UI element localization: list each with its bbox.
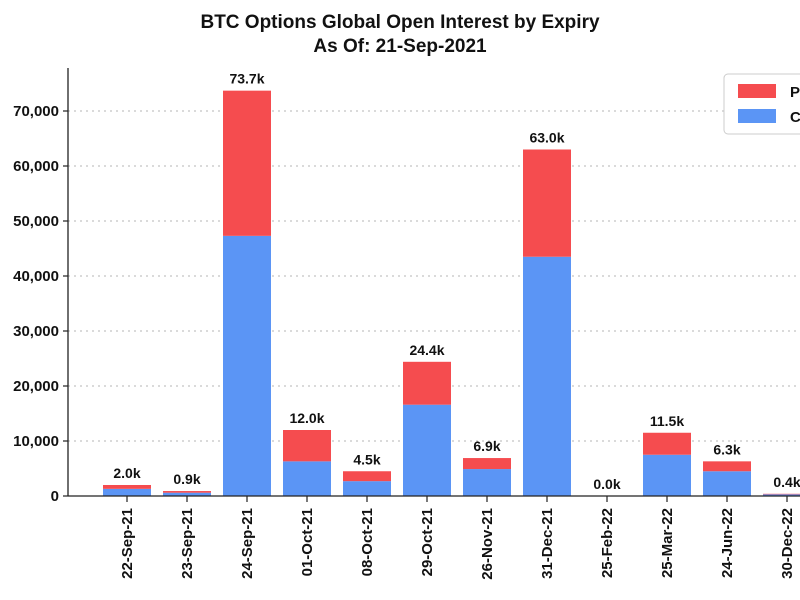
bar-total-label: 11.5k bbox=[650, 413, 684, 429]
bar-puts bbox=[463, 458, 511, 470]
bar-calls bbox=[343, 481, 391, 496]
bar-puts bbox=[403, 361, 451, 405]
bar-calls bbox=[703, 471, 751, 496]
bar-total-label: 0.9k bbox=[173, 471, 200, 487]
bar-total-label: 73.7k bbox=[229, 71, 264, 87]
bar-calls bbox=[763, 494, 800, 496]
x-tick-label: 25-Feb-22 bbox=[599, 508, 616, 578]
bar-calls bbox=[103, 488, 151, 496]
bar-calls bbox=[223, 235, 271, 496]
x-tick-label: 29-Oct-21 bbox=[419, 508, 436, 576]
y-tick-label: 70,000 bbox=[13, 103, 59, 120]
legend: P C bbox=[723, 73, 800, 135]
x-tick-label: 25-Mar-22 bbox=[659, 508, 676, 578]
bar-total-label: 63.0k bbox=[529, 130, 564, 146]
bar-calls bbox=[463, 469, 511, 496]
bar-calls bbox=[523, 256, 571, 496]
bar-total-label: 12.0k bbox=[289, 410, 324, 426]
legend-swatch-puts bbox=[738, 84, 776, 98]
bar-puts bbox=[763, 493, 800, 495]
x-tick-label: 24-Jun-22 bbox=[719, 508, 736, 578]
bar-puts bbox=[523, 149, 571, 257]
bar-total-label: 6.9k bbox=[473, 438, 500, 454]
legend-swatch-calls bbox=[738, 109, 776, 123]
bar-puts bbox=[223, 90, 271, 236]
chart-subtitle: As Of: 21-Sep-2021 bbox=[313, 36, 487, 57]
bar-puts bbox=[163, 491, 211, 493]
chart-title: BTC Options Global Open Interest by Expi… bbox=[200, 12, 600, 33]
legend-box bbox=[723, 73, 800, 135]
bar-total-label: 0.4k bbox=[773, 474, 800, 490]
y-tick-label: 40,000 bbox=[13, 268, 59, 285]
x-tick-label: 08-Oct-21 bbox=[359, 508, 376, 576]
bar-puts bbox=[703, 461, 751, 472]
y-tick-label: 50,000 bbox=[13, 213, 59, 230]
bar-puts bbox=[283, 430, 331, 462]
y-tick-label: 0 bbox=[51, 488, 59, 505]
bar-total-label: 2.0k bbox=[113, 465, 140, 481]
bar-puts bbox=[103, 485, 151, 489]
bar-total-label: 24.4k bbox=[409, 342, 444, 358]
bar-calls bbox=[643, 454, 691, 496]
legend-label-puts: P bbox=[790, 84, 800, 101]
x-tick-label: 31-Dec-21 bbox=[539, 508, 556, 579]
bar-total-label: 0.0k bbox=[593, 476, 620, 492]
y-tick-label: 30,000 bbox=[13, 323, 59, 340]
bar-calls bbox=[163, 492, 211, 496]
bar-calls bbox=[403, 404, 451, 496]
legend-label-calls: C bbox=[790, 109, 800, 126]
x-tick-label: 01-Oct-21 bbox=[299, 508, 316, 576]
y-tick-label: 20,000 bbox=[13, 378, 59, 395]
bar-puts bbox=[343, 471, 391, 482]
x-tick-label: 23-Sep-21 bbox=[179, 508, 196, 579]
x-tick-label: 24-Sep-21 bbox=[239, 508, 256, 579]
bar-puts bbox=[643, 432, 691, 455]
bar-calls bbox=[283, 461, 331, 496]
bar-total-label: 4.5k bbox=[353, 451, 380, 467]
x-tick-label: 22-Sep-21 bbox=[119, 508, 136, 579]
bar-total-label: 6.3k bbox=[713, 441, 740, 457]
x-tick-label: 30-Dec-22 bbox=[779, 508, 796, 579]
x-tick-label: 26-Nov-21 bbox=[479, 508, 496, 580]
y-tick-label: 10,000 bbox=[13, 433, 59, 450]
y-tick-label: 60,000 bbox=[13, 158, 59, 175]
